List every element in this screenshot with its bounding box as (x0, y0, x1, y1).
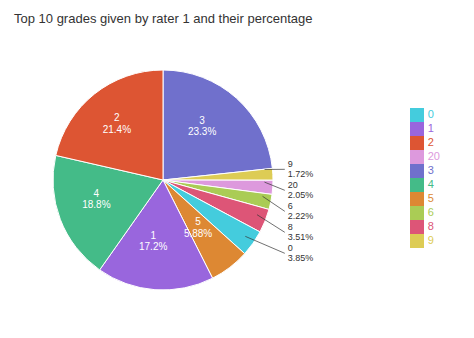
svg-text:202.05%: 202.05% (288, 180, 314, 200)
html-text:Top 10 grades given by rater 1: Top 10 grades given by rater 1 and their… (14, 11, 313, 26)
html-text:8: 8 (427, 220, 434, 233)
svg-text:323.3%: 323.3% (188, 115, 216, 138)
html-text:1: 1 (427, 121, 434, 134)
html-text:20: 20 (427, 149, 440, 162)
svg-text:418.8%: 418.8% (82, 188, 110, 211)
svg-text:62.22%: 62.22% (288, 201, 314, 221)
html-text:2: 2 (427, 135, 434, 148)
svg-text:83.51%: 83.51% (288, 222, 314, 242)
html-text:3: 3 (427, 163, 434, 176)
html-text:5: 5 (427, 192, 434, 205)
svg-text:55.88%: 55.88% (184, 216, 212, 239)
svg-text:91.72%: 91.72% (288, 159, 314, 179)
html-text:6: 6 (427, 206, 434, 219)
html-text:9: 9 (427, 234, 434, 247)
svg-text:03.85%: 03.85% (288, 243, 314, 263)
svg-text:117.2%: 117.2% (139, 230, 167, 253)
html-text:0: 0 (427, 107, 434, 120)
svg-text:221.4%: 221.4% (103, 112, 131, 134)
html-text:4: 4 (427, 178, 434, 190)
